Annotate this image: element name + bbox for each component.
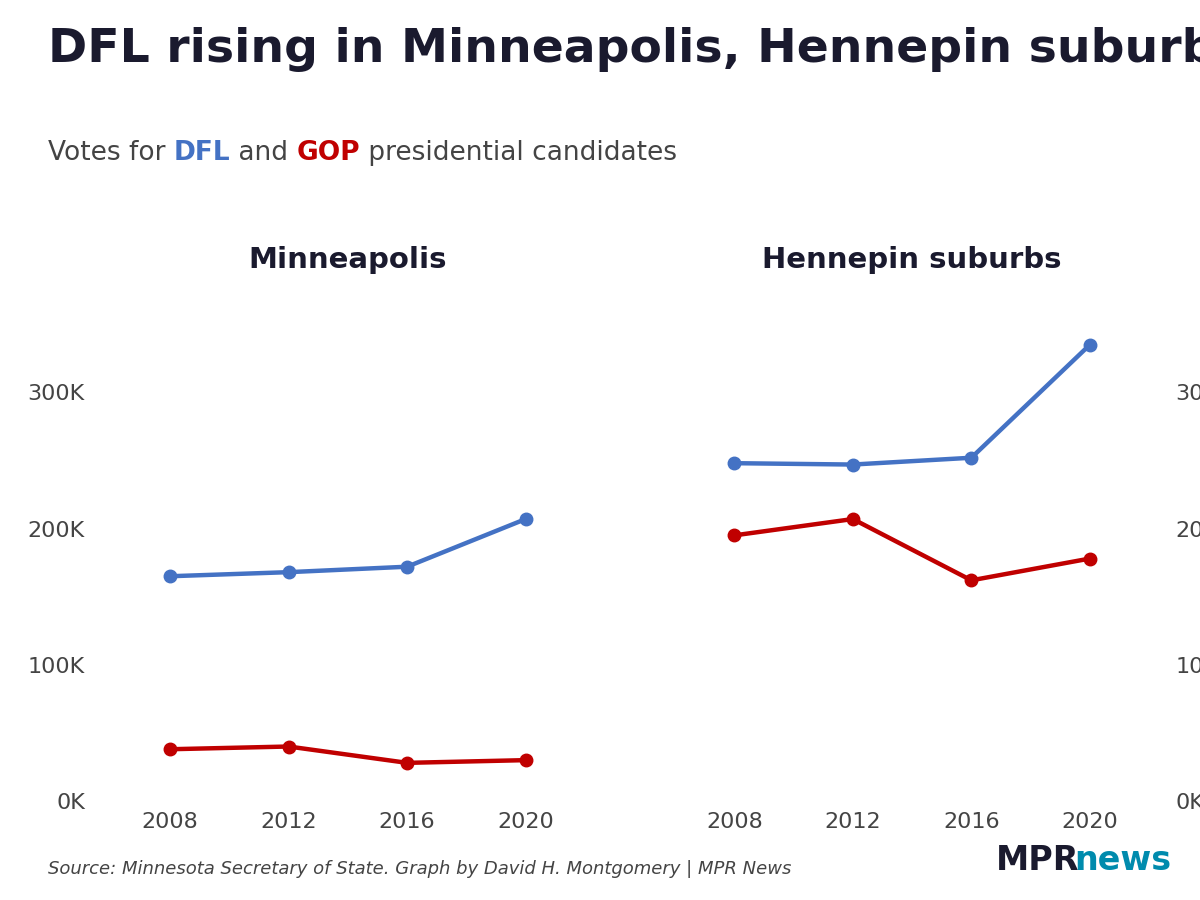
Text: MPR: MPR [996,844,1080,878]
Text: news: news [1074,844,1171,878]
Text: GOP: GOP [296,140,360,166]
Text: DFL: DFL [174,140,230,166]
Text: Source: Minnesota Secretary of State. Graph by David H. Montgomery | MPR News: Source: Minnesota Secretary of State. Gr… [48,860,791,878]
Text: presidential candidates: presidential candidates [360,140,678,166]
Text: and: and [230,140,296,166]
Text: Hennepin suburbs: Hennepin suburbs [762,247,1062,274]
Text: Minneapolis: Minneapolis [248,247,448,274]
Text: Votes for: Votes for [48,140,174,166]
Text: DFL rising in Minneapolis, Hennepin suburbs: DFL rising in Minneapolis, Hennepin subu… [48,27,1200,72]
